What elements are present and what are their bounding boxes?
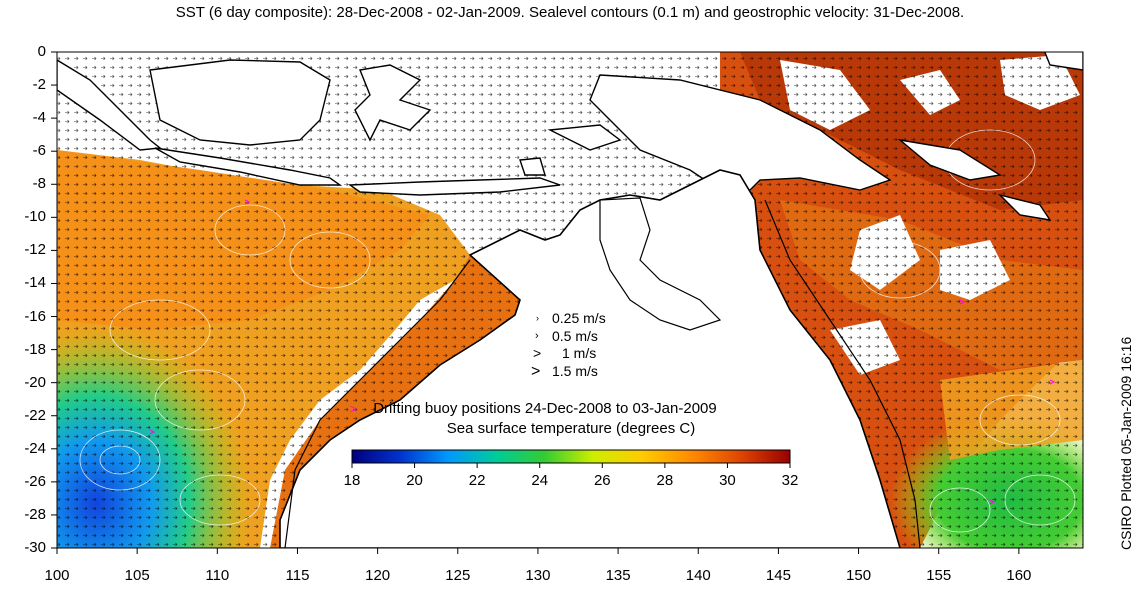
colorbar-tick-label: 32 — [781, 472, 799, 489]
y-tick-label: -28 — [24, 505, 46, 523]
sulawesi — [354, 64, 432, 142]
colorbar-tick-label: 30 — [719, 472, 736, 489]
arrow-icon: › — [536, 313, 539, 323]
figure-title: SST (6 day composite): 28-Dec-2008 - 02-… — [175, 4, 965, 21]
y-tick-label: -2 — [32, 76, 46, 94]
new-guinea — [589, 74, 892, 201]
velocity-legend: › 0.25 m/s › 0.5 m/s > 1 m/s > 1.5 m/s — [530, 310, 640, 380]
colorbar-tick-label: 20 — [406, 472, 423, 489]
x-tick-label: 110 — [205, 567, 230, 584]
velocity-legend-label: 1.5 m/s — [552, 362, 598, 379]
velocity-legend-row: > 1.5 m/s — [530, 363, 640, 381]
x-tick-label: 145 — [765, 567, 791, 584]
landmasses — [57, 52, 1083, 221]
buoy-marker-icon: > — [350, 402, 358, 416]
y-tick-label: -8 — [32, 175, 46, 193]
x-tick-label: 130 — [525, 567, 551, 584]
x-tick-label: 125 — [445, 567, 471, 584]
plot-frame — [56, 51, 1084, 549]
y-tick-label: -26 — [24, 472, 46, 490]
velocity-legend-row: › 0.25 m/s — [530, 310, 640, 328]
buoy-legend: > Drifting buoy positions 24-Dec-2008 to… — [350, 400, 810, 417]
y-tick-label: -30 — [24, 539, 46, 556]
lesser-sunda — [347, 177, 561, 196]
x-tick-label: 115 — [285, 567, 310, 584]
arrow-icon: › — [535, 329, 539, 342]
arrow-icon: > — [533, 345, 542, 361]
x-tick-label: 120 — [365, 567, 391, 584]
y-tick-label: -14 — [24, 274, 46, 292]
credit-text: CSIRO Plotted 05-Jan-2009 16:16 — [1118, 336, 1134, 550]
y-tick-label: 0 — [37, 43, 46, 60]
velocity-legend-row: > 1 m/s — [530, 345, 640, 363]
colorbar-tick-label: 26 — [593, 472, 611, 489]
x-tick-label: 140 — [685, 567, 711, 584]
y-tick-label: -18 — [24, 340, 46, 358]
y-tick-label: -24 — [24, 439, 46, 457]
x-tick-label: 150 — [846, 567, 872, 584]
colorbar-ticks — [351, 463, 791, 468]
y-tick-label: -12 — [24, 241, 46, 259]
colorbar-tick-label: 24 — [531, 472, 549, 489]
colorbar-tick-label: 18 — [343, 472, 361, 489]
velocity-legend-label: 0.25 m/s — [552, 310, 606, 326]
x-tick-label: 135 — [605, 567, 631, 584]
y-tick-label: -20 — [24, 373, 46, 391]
y-tick-label: -4 — [32, 109, 46, 127]
borneo — [149, 59, 331, 146]
arrow-icon: > — [531, 362, 541, 380]
colorbar-tick-label: 28 — [656, 472, 674, 489]
buoy-positions — [149, 199, 1056, 505]
java — [154, 147, 343, 186]
y-tick-label: -6 — [32, 142, 46, 160]
colorbar-label: Sea surface temperature (degrees C) — [446, 420, 696, 437]
x-tick-label: 100 — [44, 567, 70, 584]
y-tick-label: -16 — [24, 307, 46, 325]
velocity-legend-row: › 0.5 m/s — [530, 328, 640, 346]
colorbar-tick-label: 22 — [468, 472, 486, 489]
y-tick-marks — [51, 51, 57, 549]
buoy-legend-label: Drifting buoy positions 24-Dec-2008 to 0… — [373, 400, 717, 417]
velocity-legend-label: 0.5 m/s — [552, 327, 598, 344]
sumatra — [57, 59, 162, 151]
x-tick-label: 160 — [1006, 567, 1032, 584]
colorbar — [351, 449, 791, 464]
y-tick-label: -22 — [24, 406, 46, 424]
velocity-legend-label: 1 m/s — [562, 345, 597, 361]
x-tick-label: 155 — [926, 567, 952, 584]
x-tick-label: 105 — [124, 567, 150, 584]
x-tick-marks — [56, 548, 1020, 554]
credit: CSIRO Plotted 05-Jan-2009 16:16 — [1118, 310, 1138, 550]
y-tick-label: -10 — [24, 208, 46, 226]
